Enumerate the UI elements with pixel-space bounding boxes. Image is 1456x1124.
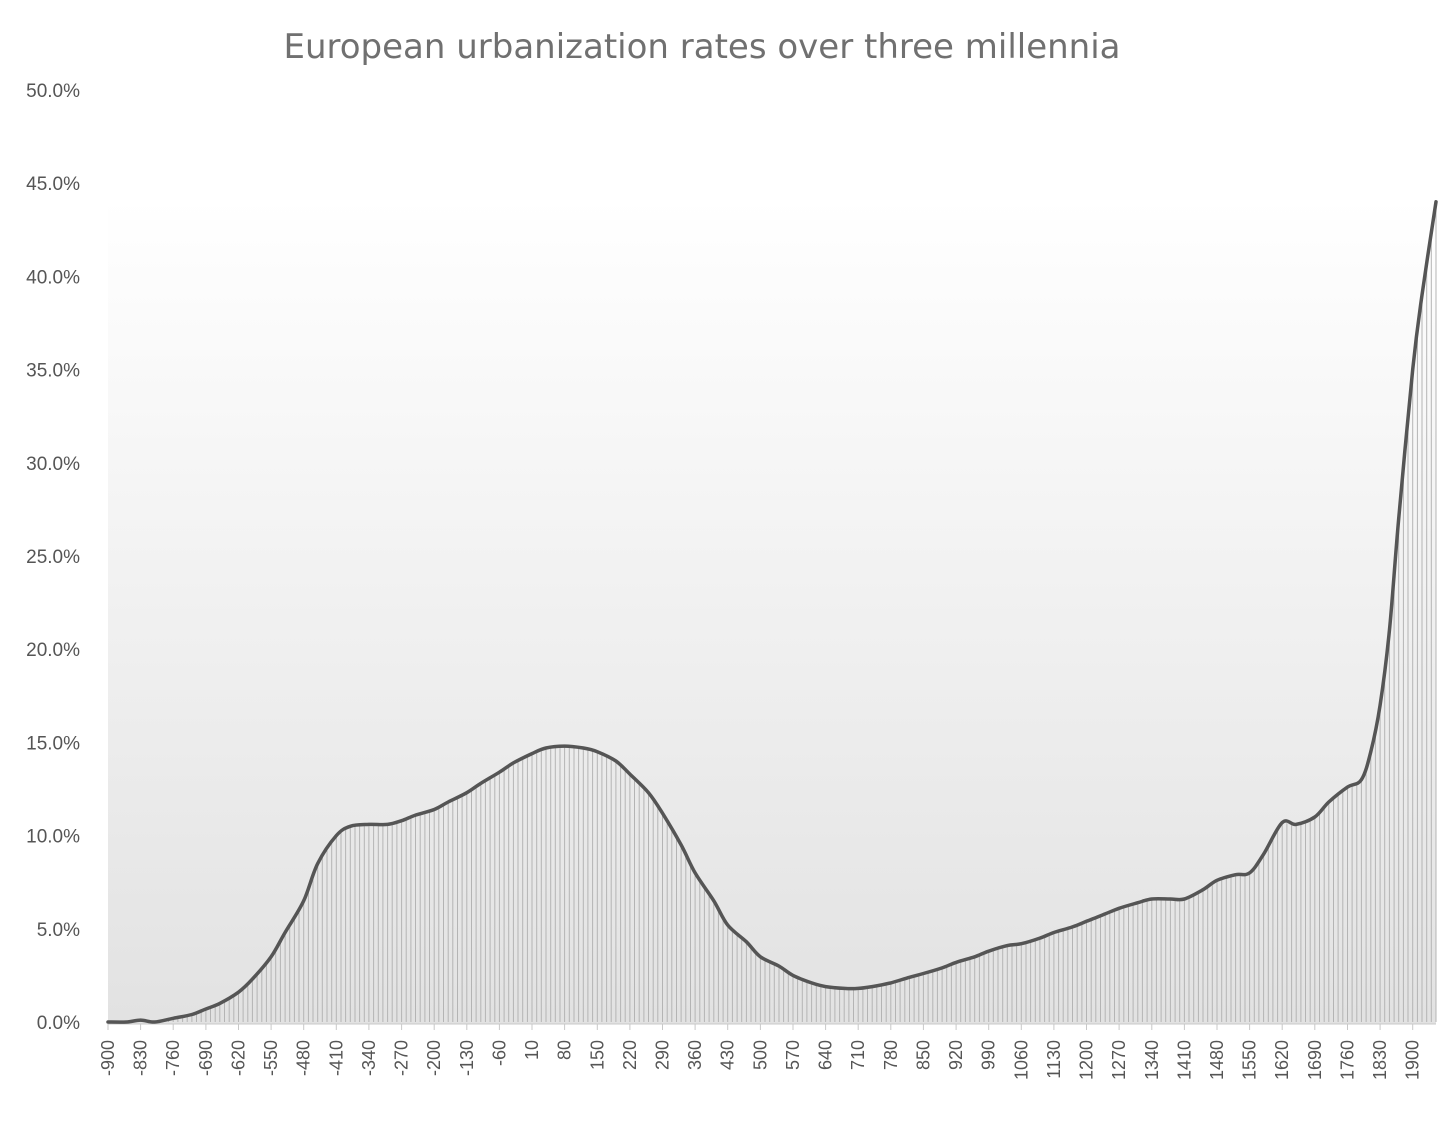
x-tick-label: 920	[946, 1040, 966, 1070]
x-tick-label: -130	[457, 1040, 477, 1076]
x-tick-label: 1410	[1174, 1040, 1194, 1080]
x-tick-label: 710	[848, 1040, 868, 1070]
y-tick-label: 30.0%	[26, 454, 80, 475]
x-tick-label: 1270	[1109, 1040, 1129, 1080]
y-axis-labels: 0.0% 5.0% 10.0% 15.0% 20.0% 25.0% 30.0% 35.0% 40…	[26, 81, 80, 1034]
x-tick-label: -760	[163, 1040, 183, 1076]
x-tick-label: 1690	[1305, 1040, 1325, 1080]
y-tick-label: 25.0%	[26, 547, 80, 568]
x-tick-label: -270	[392, 1040, 412, 1076]
x-tick-label: 360	[685, 1040, 705, 1070]
x-tick-label: 1900	[1403, 1040, 1423, 1080]
x-tick-label: 500	[750, 1040, 770, 1070]
y-tick-label: 20.0%	[26, 640, 80, 661]
x-tick-label: 1060	[1011, 1040, 1031, 1080]
x-tick-label: 990	[979, 1040, 999, 1070]
x-tick-label: 1830	[1370, 1040, 1390, 1080]
x-tick-label: -620	[229, 1040, 249, 1076]
x-tick-label: 290	[653, 1040, 673, 1070]
plot-area-background	[108, 198, 1436, 1024]
y-tick-label: 40.0%	[26, 267, 80, 288]
x-tick-label: 1480	[1207, 1040, 1227, 1080]
series-line	[106, 200, 1438, 1024]
x-tick-label: -830	[131, 1040, 151, 1076]
x-tick-label: -340	[359, 1040, 379, 1076]
x-tick-label: 80	[555, 1040, 575, 1060]
x-tick-label: 220	[620, 1040, 640, 1070]
x-tick-label: 1340	[1142, 1040, 1162, 1080]
y-tick-label: 5.0%	[37, 920, 80, 941]
x-tick-label: 10	[522, 1040, 542, 1060]
x-tick-label: 570	[783, 1040, 803, 1070]
y-tick-label: 0.0%	[37, 1013, 80, 1034]
chart-title: European urbanization rates over three m…	[283, 27, 1120, 67]
y-tick-label: 45.0%	[26, 174, 80, 195]
x-tick-label: -200	[424, 1040, 444, 1076]
x-axis-ticks	[107, 1024, 1414, 1030]
x-tick-label: 1620	[1272, 1040, 1292, 1080]
x-tick-label: 1760	[1338, 1040, 1358, 1080]
x-tick-label: 780	[881, 1040, 901, 1070]
y-tick-label: 15.0%	[26, 733, 80, 754]
x-tick-label: 1550	[1240, 1040, 1260, 1080]
x-tick-label: -690	[196, 1040, 216, 1076]
y-tick-label: 10.0%	[26, 827, 80, 848]
x-tick-label: 850	[913, 1040, 933, 1070]
area-hatching	[130, 201, 1437, 1022]
x-tick-label: 1200	[1077, 1040, 1097, 1080]
y-tick-label: 50.0%	[26, 81, 80, 102]
x-tick-label: 640	[816, 1040, 836, 1070]
x-tick-label: 1130	[1044, 1040, 1064, 1079]
x-tick-label: -480	[294, 1040, 314, 1076]
x-tick-label: -900	[98, 1040, 118, 1076]
x-axis-labels: -900 -830 -760 -690 -620 -550 -480 -410 -340 -270…	[98, 1040, 1423, 1080]
x-tick-label: -410	[326, 1040, 346, 1076]
x-tick-label: 150	[587, 1040, 607, 1070]
x-tick-label: -60	[489, 1040, 509, 1066]
y-tick-label: 35.0%	[26, 361, 80, 382]
x-tick-label: -550	[261, 1040, 281, 1076]
x-tick-label: 430	[718, 1040, 738, 1070]
